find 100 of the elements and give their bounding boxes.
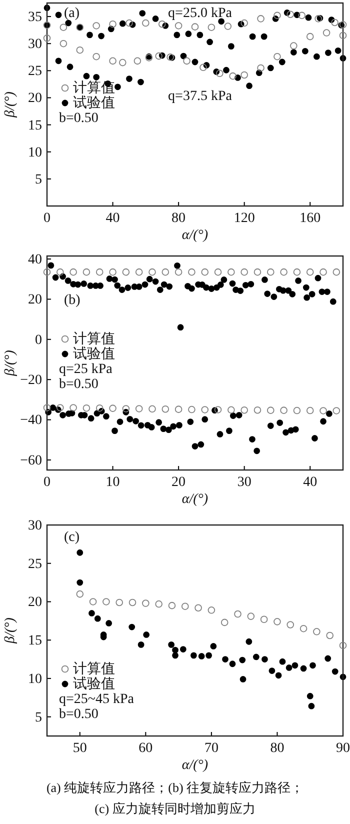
- point: [86, 32, 93, 38]
- point: [331, 18, 338, 26]
- point: [249, 33, 256, 40]
- point: [306, 406, 314, 414]
- point: [102, 598, 110, 606]
- point: [43, 268, 51, 276]
- point: [192, 58, 198, 66]
- point: [229, 660, 236, 668]
- y-tick-label: −60: [20, 453, 42, 468]
- point: [206, 652, 212, 659]
- point: [228, 43, 234, 50]
- point: [96, 404, 104, 412]
- point: [76, 549, 84, 556]
- point: [174, 32, 180, 38]
- point: [152, 16, 159, 22]
- point: [224, 22, 232, 30]
- point: [134, 57, 142, 65]
- point: [320, 407, 327, 414]
- point: [65, 20, 72, 26]
- y-tick-label: 35: [28, 10, 42, 26]
- point: [56, 404, 64, 412]
- point: [239, 656, 246, 664]
- point: [320, 268, 327, 276]
- point: [92, 22, 100, 30]
- point: [293, 268, 301, 276]
- point: [174, 268, 182, 276]
- point: [155, 600, 162, 608]
- point: [278, 58, 286, 66]
- point: [183, 57, 190, 65]
- text: (c) 应力旋转同时增加剪应力: [94, 801, 256, 816]
- point: [198, 653, 205, 660]
- point: [339, 32, 347, 40]
- point: [313, 53, 320, 60]
- y-tick-label: 30: [28, 37, 42, 52]
- point: [119, 58, 126, 66]
- x-tick-label: 80: [270, 740, 284, 756]
- point: [216, 70, 224, 78]
- point: [82, 268, 90, 276]
- point: [300, 624, 308, 632]
- point: [274, 12, 281, 20]
- point: [200, 64, 207, 72]
- x-tick-label: 90: [336, 740, 350, 756]
- legend-label: 试验值: [73, 95, 115, 111]
- point: [313, 628, 320, 636]
- point: [185, 30, 192, 38]
- point: [274, 618, 281, 626]
- x-axis-title: α/(°): [182, 758, 208, 773]
- annotation: (b): [64, 293, 81, 308]
- point: [228, 268, 235, 276]
- point: [60, 24, 68, 31]
- point: [254, 268, 262, 276]
- point: [324, 655, 332, 662]
- point: [290, 49, 297, 56]
- point: [290, 42, 298, 50]
- y-tick-label: 5: [35, 172, 42, 188]
- point: [210, 643, 217, 650]
- point: [162, 405, 170, 413]
- point: [142, 19, 150, 27]
- y-axis-title: β/(°): [3, 617, 18, 644]
- point: [76, 590, 84, 598]
- x-tick-label: 80: [172, 210, 186, 226]
- x-tick-label: 120: [234, 210, 255, 226]
- legend-label: 试验值: [73, 346, 115, 362]
- point: [252, 654, 260, 660]
- point: [70, 268, 77, 276]
- y-axis-title: β/(°): [3, 91, 18, 118]
- point: [206, 38, 213, 46]
- point: [43, 404, 51, 412]
- point: [298, 12, 306, 20]
- point: [326, 632, 334, 640]
- point: [247, 612, 255, 620]
- point: [92, 52, 100, 60]
- point: [135, 268, 143, 276]
- point: [96, 268, 104, 276]
- point: [180, 646, 186, 652]
- point: [138, 642, 144, 648]
- point: [201, 406, 209, 414]
- point: [332, 407, 340, 414]
- x-tick-label: 50: [72, 740, 87, 756]
- x-tick-label: 30: [237, 474, 252, 490]
- point: [306, 32, 314, 40]
- point: [275, 672, 282, 679]
- point: [240, 71, 248, 79]
- legend-label: 试验值: [73, 676, 115, 692]
- point: [293, 406, 301, 414]
- point: [274, 52, 281, 60]
- point: [181, 602, 189, 610]
- annotation: b=0.50: [59, 111, 98, 126]
- x-tick-label: 160: [300, 210, 321, 226]
- point: [155, 52, 162, 60]
- point: [106, 620, 112, 626]
- point: [55, 58, 62, 64]
- point: [325, 50, 332, 56]
- point: [83, 72, 90, 80]
- point: [240, 406, 248, 414]
- point: [93, 74, 100, 80]
- point: [174, 22, 182, 30]
- y-tick-label: 15: [28, 634, 42, 649]
- point: [188, 406, 196, 414]
- point: [66, 64, 74, 70]
